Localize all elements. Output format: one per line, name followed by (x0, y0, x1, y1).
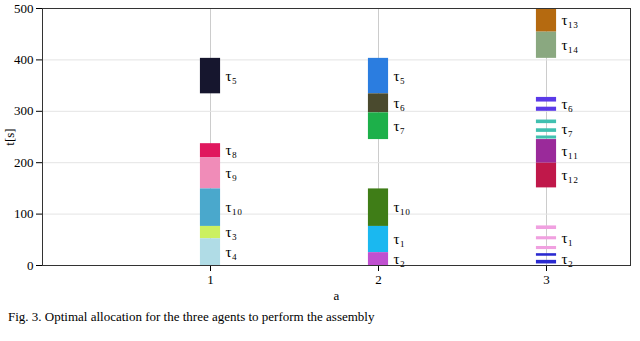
svg-text:τ₅: τ₅ (394, 68, 405, 84)
svg-text:τ₈: τ₈ (226, 142, 237, 158)
svg-text:τ₁₁: τ₁₁ (562, 143, 579, 159)
svg-text:τ₅: τ₅ (226, 68, 237, 84)
svg-text:0: 0 (27, 258, 34, 273)
svg-text:τ₂: τ₂ (562, 251, 573, 267)
svg-text:2: 2 (375, 272, 382, 287)
svg-text:1: 1 (207, 272, 214, 287)
svg-text:300: 300 (14, 103, 34, 118)
html-text:Fig. 3. Optimal allocation for: Fig. 3. Optimal allocation for the three… (8, 309, 375, 324)
svg-text:τ₆: τ₆ (562, 96, 573, 112)
svg-text:τ₇: τ₇ (394, 118, 405, 134)
svg-text:200: 200 (14, 155, 34, 170)
svg-text:τ₁₀: τ₁₀ (394, 199, 411, 215)
svg-text:τ₁: τ₁ (394, 231, 405, 247)
svg-text:500: 500 (14, 1, 34, 16)
svg-text:τ₁₃: τ₁₃ (562, 12, 579, 28)
svg-text:τ₁₂: τ₁₂ (562, 167, 579, 183)
svg-text:τ₇: τ₇ (562, 121, 573, 137)
svg-text:100: 100 (14, 206, 34, 221)
svg-text:t[s]: t[s] (2, 128, 17, 145)
svg-text:τ₁₀: τ₁₀ (226, 199, 243, 215)
svg-text:τ₃: τ₃ (226, 224, 237, 240)
svg-text:400: 400 (14, 52, 34, 67)
svg-text:τ₄: τ₄ (226, 244, 237, 260)
svg-text:a: a (334, 288, 340, 303)
svg-text:τ₁: τ₁ (562, 230, 573, 246)
svg-text:τ₆: τ₆ (394, 95, 405, 111)
svg-text:τ₂: τ₂ (394, 251, 405, 267)
svg-text:τ₉: τ₉ (226, 165, 237, 181)
svg-text:3: 3 (543, 272, 550, 287)
svg-text:τ₁₄: τ₁₄ (562, 37, 579, 53)
